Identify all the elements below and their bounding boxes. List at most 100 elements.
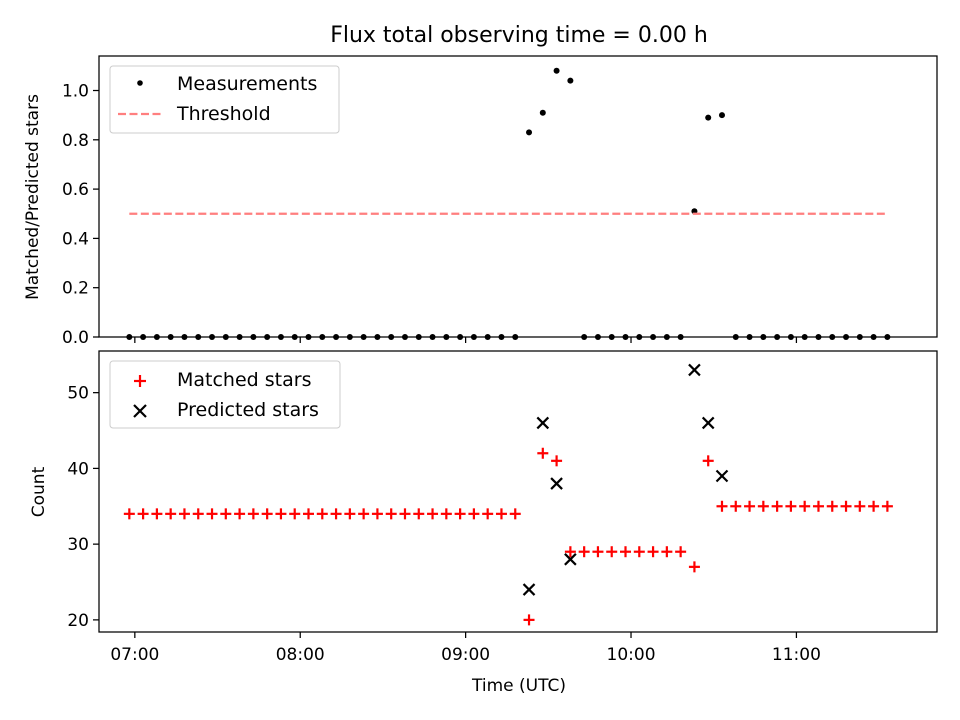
measurements-point <box>277 334 284 340</box>
matched-stars-point <box>854 500 866 512</box>
measurements-point <box>677 334 684 340</box>
measurements-point <box>484 334 491 340</box>
top-y-axis-label: Matched/Predicted stars <box>23 94 43 300</box>
chart-title: Flux total observing time = 0.00 h <box>330 23 708 48</box>
top-y-ticks: 0.0 0.2 0.4 0.6 0.8 1.0 <box>62 82 99 348</box>
matched-stars-point <box>551 455 563 467</box>
matched-stars-point <box>330 508 342 520</box>
top-legend-box <box>109 65 340 134</box>
bottom-series <box>123 363 893 626</box>
matched-stars-point <box>289 508 301 520</box>
top-legend: Measurements Threshold <box>109 65 340 134</box>
matched-stars-point <box>468 508 480 520</box>
y-tick-label: 20 <box>67 611 89 631</box>
matched-stars-point <box>688 561 700 573</box>
measurements-point <box>346 334 353 340</box>
measurements-point <box>291 334 298 340</box>
matched-stars-point <box>303 508 314 520</box>
measurements-point <box>140 334 147 340</box>
matched-stars-point <box>454 508 466 520</box>
measurements-point <box>388 334 395 340</box>
measurements-point <box>374 334 381 340</box>
measurements-point <box>512 334 519 340</box>
measurements-point <box>195 334 202 340</box>
matched-stars-point <box>399 508 411 520</box>
matched-stars-point <box>523 614 535 626</box>
measurements-point <box>498 334 505 340</box>
measurements-point <box>787 334 794 340</box>
legend-label-matched-stars: Matched stars <box>177 369 311 391</box>
legend-label-predicted-stars: Predicted stars <box>177 399 319 421</box>
measurements-point <box>650 334 657 340</box>
y-tick-label: 50 <box>67 384 89 404</box>
y-tick-label: 30 <box>67 535 89 555</box>
legend-label-threshold: Threshold <box>176 103 271 125</box>
bottom-x-axis-label: Time (UTC) <box>471 676 566 696</box>
top-panel: Flux total observing time = 0.00 h 0.0 0.… <box>23 23 938 348</box>
matched-stars-point <box>178 508 190 520</box>
measurements-point <box>622 334 629 340</box>
measurements-point <box>760 334 767 340</box>
matched-stars-point <box>371 508 383 520</box>
bottom-legend-box <box>109 360 341 429</box>
measurements-point <box>209 334 216 340</box>
bottom-axes-frame <box>98 350 938 633</box>
y-tick-label: 1.0 <box>62 82 89 102</box>
measurements-point <box>843 334 850 340</box>
matched-stars-point <box>675 546 687 558</box>
bottom-legend: Matched stars Predicted stars <box>109 360 341 429</box>
y-tick-label: 0.8 <box>62 131 89 151</box>
measurements-point <box>250 334 257 340</box>
bottom-x-ticks: 07:00 08:00 09:00 10:00 11:00 <box>110 632 821 665</box>
measurements-point <box>222 334 229 340</box>
measurements-point <box>401 334 408 340</box>
matched-stars-point <box>881 500 893 512</box>
measurements-point <box>457 334 464 340</box>
matched-stars-point <box>868 500 880 512</box>
predicted-stars-point <box>536 416 550 430</box>
y-tick-label: 0.0 <box>62 328 89 348</box>
matched-stars-point <box>578 546 590 558</box>
top-x-ticks <box>134 337 798 343</box>
predicted-stars-point <box>701 416 715 430</box>
matched-stars-point <box>564 546 576 558</box>
measurements-point <box>870 334 877 340</box>
y-tick-label: 0.4 <box>62 229 89 249</box>
measurements-point <box>415 334 422 340</box>
measurements-point <box>774 334 781 340</box>
legend-marker-measurements <box>137 80 143 86</box>
matched-stars-point <box>151 508 163 520</box>
matched-stars-point <box>220 508 232 520</box>
matched-stars-point <box>799 500 811 512</box>
measurements-point <box>470 334 477 340</box>
matched-stars-point <box>482 508 494 520</box>
matched-stars-point <box>261 508 273 520</box>
measurements-point <box>705 114 712 121</box>
legend-marker-predicted-stars <box>133 404 147 418</box>
matched-stars-point <box>495 508 507 520</box>
matched-stars-point <box>385 508 397 520</box>
matched-stars-point <box>358 508 370 520</box>
matched-stars-point <box>427 508 439 520</box>
legend-label-measurements: Measurements <box>177 73 317 95</box>
y-tick-label: 40 <box>67 459 89 479</box>
measurements-point <box>746 334 753 340</box>
measurements-point <box>829 334 836 340</box>
measurements-point <box>567 77 574 84</box>
matched-stars-point <box>509 508 521 520</box>
matched-stars-point <box>757 500 769 512</box>
matched-stars-point <box>316 508 328 520</box>
measurements-point <box>429 334 436 340</box>
matched-stars-point <box>206 508 218 520</box>
matched-stars-point <box>633 546 645 558</box>
matched-stars-point <box>702 455 714 467</box>
matched-stars-point <box>840 500 852 512</box>
y-tick-label: 0.6 <box>62 180 89 200</box>
measurements-point <box>801 334 808 340</box>
measurements-point <box>718 112 725 119</box>
measurements-point <box>181 334 188 340</box>
predicted-stars-point <box>715 469 729 483</box>
measurements-point <box>333 334 340 340</box>
matched-stars-point <box>123 508 135 520</box>
